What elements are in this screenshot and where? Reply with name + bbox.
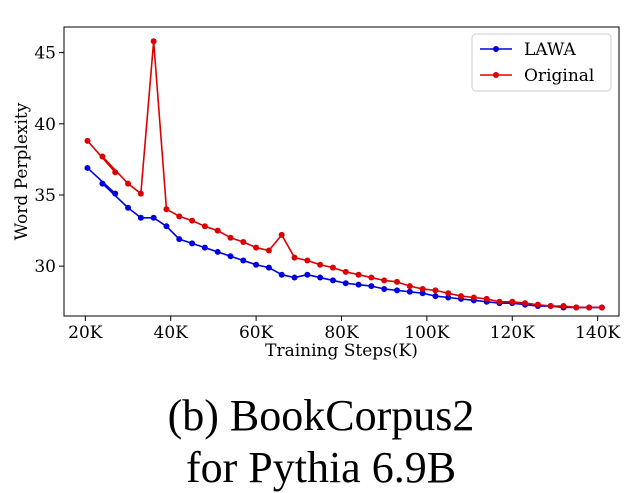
data-point-lawa bbox=[176, 236, 183, 243]
data-point-lawa bbox=[381, 285, 388, 292]
data-point-original bbox=[509, 298, 516, 305]
data-point-original bbox=[381, 277, 388, 284]
data-point-lawa bbox=[240, 257, 247, 264]
data-point-lawa bbox=[214, 248, 221, 255]
data-point-original bbox=[163, 206, 170, 213]
data-point-original bbox=[125, 180, 132, 187]
data-point-original bbox=[598, 304, 605, 311]
data-point-original bbox=[522, 300, 529, 307]
data-point-lawa bbox=[137, 214, 144, 221]
data-point-original bbox=[458, 293, 465, 300]
data-point-original bbox=[240, 238, 247, 245]
x-tick-label: 100K bbox=[404, 323, 449, 343]
data-point-lawa bbox=[163, 223, 170, 230]
legend-swatch-marker bbox=[493, 72, 499, 78]
figure-caption-partial: for Pythia 6.9B bbox=[185, 443, 457, 492]
data-point-original bbox=[573, 304, 580, 311]
legend-swatch-marker bbox=[493, 46, 499, 52]
data-point-lawa bbox=[304, 271, 311, 278]
data-point-lawa bbox=[189, 240, 196, 247]
data-point-original bbox=[253, 244, 260, 251]
y-tick-label: 35 bbox=[34, 186, 56, 206]
data-point-original bbox=[317, 261, 324, 268]
data-point-lawa bbox=[291, 274, 298, 281]
data-point-original bbox=[137, 190, 144, 197]
data-point-original bbox=[291, 254, 298, 261]
data-point-original bbox=[99, 153, 106, 160]
data-point-original bbox=[355, 271, 362, 278]
data-point-lawa bbox=[406, 288, 413, 295]
data-point-original bbox=[342, 268, 349, 275]
data-point-original bbox=[84, 137, 91, 144]
data-point-original bbox=[112, 169, 119, 176]
legend: LAWA Original bbox=[471, 33, 612, 92]
figure-caption: (b) BookCorpus2 bbox=[167, 391, 475, 440]
data-point-lawa bbox=[368, 283, 375, 290]
data-point-original bbox=[406, 283, 413, 290]
data-point-lawa bbox=[394, 287, 400, 294]
data-point-lawa bbox=[317, 274, 324, 281]
data-point-lawa bbox=[355, 281, 362, 288]
data-point-original bbox=[470, 294, 477, 301]
data-point-lawa bbox=[84, 164, 91, 171]
data-point-original bbox=[214, 227, 221, 234]
legend-label: Original bbox=[524, 66, 594, 86]
data-point-lawa bbox=[227, 253, 234, 260]
data-point-lawa bbox=[150, 214, 157, 221]
y-axis-label: Word Perplexity bbox=[12, 102, 32, 240]
data-point-original bbox=[304, 257, 311, 264]
axes: 20K 40K 60K 80K 100K 120K 140K 30 35 40 45 Training… bbox=[12, 26, 621, 361]
data-point-original bbox=[445, 290, 452, 297]
data-point-lawa bbox=[432, 293, 439, 300]
data-point-lawa bbox=[419, 290, 426, 297]
data-point-original bbox=[265, 247, 272, 254]
data-point-original bbox=[150, 38, 157, 45]
legend-label: LAWA bbox=[524, 40, 577, 60]
y-tick-label: 30 bbox=[34, 257, 56, 277]
x-tick-label: 140K bbox=[575, 323, 620, 343]
data-point-lawa bbox=[125, 204, 132, 211]
data-point-original bbox=[586, 304, 593, 311]
data-point-original bbox=[419, 285, 426, 292]
data-point-original bbox=[227, 234, 234, 241]
data-point-lawa bbox=[99, 180, 106, 187]
y-tick-label: 45 bbox=[34, 44, 56, 64]
data-point-lawa bbox=[445, 294, 452, 301]
x-tick-label: 120K bbox=[490, 323, 535, 343]
data-point-original bbox=[560, 303, 567, 310]
data-point-original bbox=[189, 217, 196, 224]
data-point-original bbox=[278, 231, 285, 238]
data-point-original bbox=[496, 298, 503, 305]
plot-area bbox=[84, 38, 605, 311]
x-tick-label: 40K bbox=[154, 323, 189, 343]
x-tick-label: 20K bbox=[68, 323, 103, 343]
data-point-original bbox=[201, 223, 208, 230]
data-point-original bbox=[547, 303, 554, 310]
x-tick-label: 60K bbox=[239, 323, 274, 343]
data-point-original bbox=[329, 264, 336, 271]
data-point-lawa bbox=[329, 277, 336, 284]
chart: 20K 40K 60K 80K 100K 120K 140K 30 35 40 45 Training… bbox=[12, 26, 621, 361]
x-tick-label: 80K bbox=[324, 323, 359, 343]
data-point-original bbox=[432, 287, 439, 294]
data-point-lawa bbox=[265, 264, 272, 271]
data-point-lawa bbox=[278, 271, 285, 278]
data-point-original bbox=[176, 213, 183, 220]
data-point-lawa bbox=[253, 261, 260, 268]
y-tick-label: 40 bbox=[34, 115, 56, 135]
data-point-original bbox=[534, 301, 541, 308]
data-point-lawa bbox=[201, 244, 208, 251]
x-axis-label: Training Steps(K) bbox=[265, 341, 418, 361]
data-point-original bbox=[394, 278, 400, 285]
data-point-original bbox=[368, 274, 375, 281]
data-point-lawa bbox=[112, 190, 119, 197]
data-point-lawa bbox=[342, 280, 349, 287]
data-point-original bbox=[483, 295, 490, 302]
